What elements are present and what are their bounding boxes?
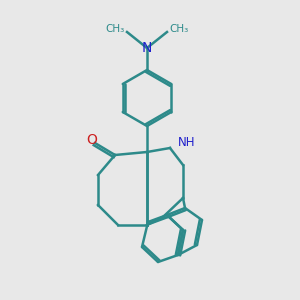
Text: N: N [142, 41, 152, 55]
Text: O: O [87, 133, 98, 147]
Text: CH₃: CH₃ [106, 24, 125, 34]
Text: NH: NH [178, 136, 196, 149]
Text: CH₃: CH₃ [169, 24, 188, 34]
